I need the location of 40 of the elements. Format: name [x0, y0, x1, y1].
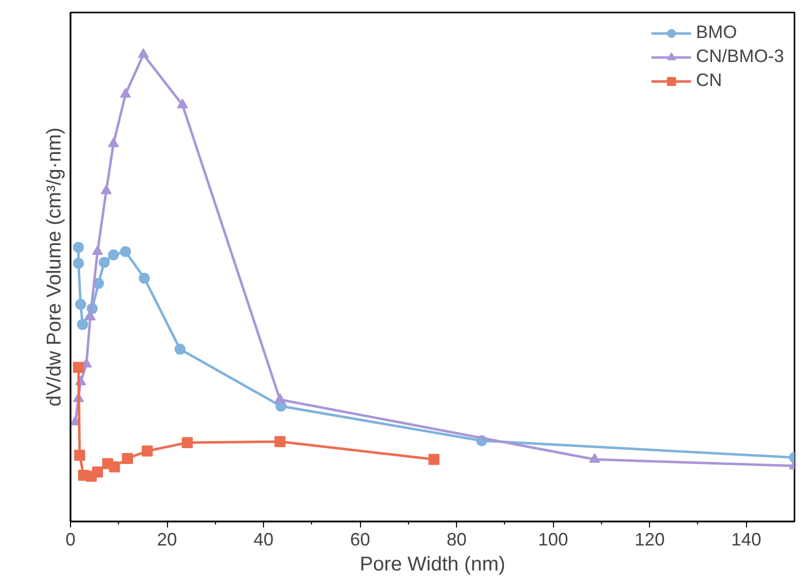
point [77, 318, 88, 330]
point [138, 48, 149, 58]
x-tick-label: 140 [731, 530, 762, 550]
point [75, 298, 86, 310]
point [122, 452, 133, 464]
point [142, 445, 153, 456]
point [74, 450, 86, 461]
point [72, 242, 84, 253]
point [108, 137, 119, 148]
legend-label: CN [696, 70, 722, 91]
x-tick-label: 20 [157, 530, 178, 550]
point [108, 249, 119, 260]
point [92, 466, 104, 478]
point [72, 362, 84, 373]
legend-label: BMO [696, 22, 737, 43]
point [274, 436, 286, 448]
point [120, 88, 132, 98]
point [274, 393, 286, 404]
x-tick-label: 60 [350, 530, 370, 550]
x-tick-label: 100 [538, 530, 568, 550]
x-tick-label: 0 [65, 530, 76, 550]
x-tick-label: 80 [446, 530, 467, 550]
point [84, 310, 96, 320]
x-tick-label: 40 [254, 530, 274, 550]
point [72, 258, 84, 269]
point [98, 256, 110, 268]
x-axis-title: Pore Width (nm) [360, 554, 506, 576]
point [182, 437, 193, 448]
point [100, 184, 112, 194]
point [108, 461, 120, 472]
y-axis-title: dV/dw Pore Volume (cm³/g·nm) [44, 128, 66, 406]
point [176, 98, 188, 108]
legend-label: CN/BMO-3 [696, 46, 784, 67]
point [589, 453, 600, 463]
x-tick-label: 120 [634, 530, 665, 550]
point [120, 246, 132, 258]
point [428, 454, 440, 465]
point [174, 344, 186, 355]
point [92, 245, 104, 255]
point [138, 272, 150, 284]
